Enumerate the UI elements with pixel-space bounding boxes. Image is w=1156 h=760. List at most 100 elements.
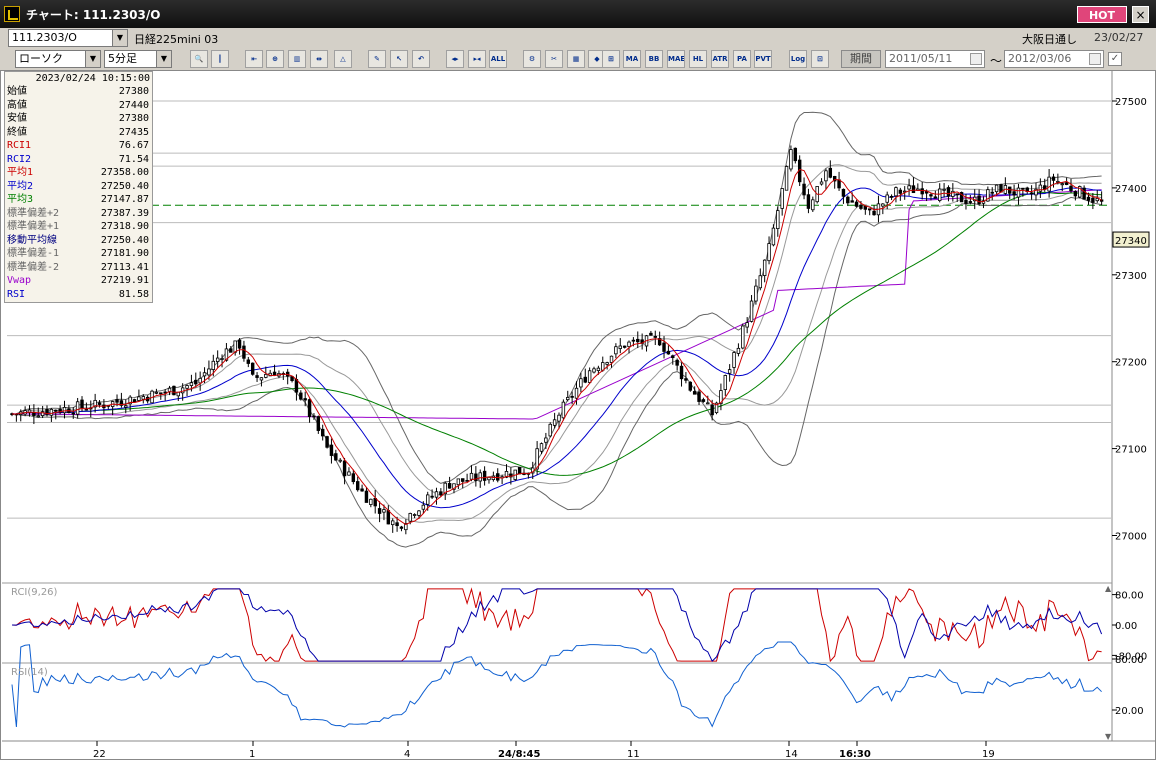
candle-body[interactable] — [951, 190, 955, 197]
bar-graph-button[interactable]: ▥ — [288, 50, 306, 68]
candle-body[interactable] — [706, 402, 710, 405]
candle-body[interactable] — [294, 379, 299, 393]
candle-body[interactable] — [933, 196, 938, 199]
export-button[interactable]: ⊡ — [811, 50, 829, 68]
candle-body[interactable] — [443, 482, 447, 495]
candle-body[interactable] — [40, 411, 45, 416]
candle-body[interactable] — [62, 406, 67, 414]
candle-body[interactable] — [894, 187, 898, 197]
ma-button[interactable]: MA — [623, 50, 641, 68]
scroll-down-icon[interactable]: ▼ — [1105, 732, 1112, 741]
candle-body[interactable] — [692, 391, 697, 395]
candle-body[interactable] — [1021, 187, 1025, 190]
scroll-left-button[interactable]: ⇤ — [245, 50, 263, 68]
candle-body[interactable] — [307, 399, 312, 417]
candle-body[interactable] — [837, 179, 841, 189]
candle-body[interactable] — [80, 399, 84, 409]
log-button[interactable]: Log — [789, 50, 807, 68]
candle-body[interactable] — [246, 359, 251, 364]
candle-body[interactable] — [163, 391, 167, 394]
candle-body[interactable] — [618, 345, 622, 349]
candle-body[interactable] — [657, 338, 662, 346]
candle-body[interactable] — [767, 243, 771, 262]
candle-body[interactable] — [342, 460, 347, 477]
candle-body[interactable] — [456, 478, 461, 486]
candle-body[interactable] — [776, 210, 780, 229]
undo-button[interactable]: ↶ — [412, 50, 430, 68]
pvt-button[interactable]: PVT — [754, 50, 772, 68]
candle-body[interactable] — [762, 259, 767, 276]
candle-body[interactable] — [552, 419, 557, 426]
candle-body[interactable] — [986, 189, 990, 202]
palette-button[interactable]: ▦ — [567, 50, 585, 68]
candle-body[interactable] — [233, 340, 237, 353]
candle-body[interactable] — [461, 478, 465, 482]
candle-body[interactable] — [920, 188, 924, 195]
candle-body[interactable] — [994, 184, 999, 193]
candle-body[interactable] — [1064, 182, 1069, 185]
candle-body[interactable] — [347, 471, 351, 476]
candle-body[interactable] — [390, 520, 395, 526]
candle-body[interactable] — [574, 387, 579, 399]
candle-body[interactable] — [1051, 176, 1056, 181]
candle-body[interactable] — [771, 227, 776, 246]
candle-body[interactable] — [329, 444, 334, 456]
candle-body[interactable] — [811, 199, 815, 211]
candle-body[interactable] — [789, 149, 793, 170]
candle-body[interactable] — [185, 385, 189, 389]
candle-body[interactable] — [631, 339, 636, 342]
candle-body[interactable] — [802, 183, 806, 196]
candle-body[interactable] — [671, 355, 675, 359]
candle-body[interactable] — [71, 412, 75, 415]
candle-body[interactable] — [592, 368, 596, 373]
candle-body[interactable] — [688, 381, 692, 391]
candle-body[interactable] — [303, 398, 307, 401]
candle-body[interactable] — [539, 443, 544, 452]
candle-body[interactable] — [854, 201, 859, 207]
pa-button[interactable]: PA — [733, 50, 751, 68]
candle-body[interactable] — [881, 203, 885, 207]
candle-body[interactable] — [159, 392, 163, 395]
zoom-in-button[interactable]: ⊕ — [266, 50, 284, 68]
candle-body[interactable] — [496, 473, 500, 481]
candle-body[interactable] — [255, 375, 259, 378]
candle-body[interactable] — [469, 472, 474, 480]
candle-body[interactable] — [224, 348, 229, 361]
candle-body[interactable] — [622, 345, 627, 348]
candle-body[interactable] — [377, 508, 382, 514]
candle-body[interactable] — [426, 494, 430, 505]
candle-body[interactable] — [264, 373, 268, 378]
pen-button[interactable]: ✎ — [368, 50, 386, 68]
candle-body[interactable] — [548, 423, 552, 437]
candle-body[interactable] — [579, 378, 583, 388]
candle-body[interactable] — [649, 332, 653, 336]
candle-body[interactable] — [636, 338, 640, 343]
candle-body[interactable] — [189, 382, 194, 386]
candle-body[interactable] — [741, 325, 745, 349]
candle-body[interactable] — [596, 367, 601, 371]
candle-body[interactable] — [250, 362, 255, 375]
candle-body[interactable] — [517, 467, 522, 475]
candle-body[interactable] — [176, 391, 181, 397]
candle-body[interactable] — [124, 405, 128, 408]
calendar-icon[interactable] — [1089, 53, 1101, 65]
atr-button[interactable]: ATR — [711, 50, 729, 68]
candle-body[interactable] — [605, 362, 609, 365]
candle-body[interactable] — [128, 396, 132, 405]
candle-body[interactable] — [447, 483, 452, 489]
weight-button[interactable]: △ — [334, 50, 352, 68]
candle-body[interactable] — [115, 399, 119, 403]
candle-body[interactable] — [1091, 197, 1095, 203]
settings-button[interactable]: ⚙ — [523, 50, 541, 68]
candle-body[interactable] — [719, 390, 723, 404]
candle-body[interactable] — [194, 379, 198, 385]
candle-body[interactable] — [614, 346, 618, 355]
candle-body[interactable] — [355, 481, 360, 491]
candle-body[interactable] — [465, 479, 469, 482]
candle-body[interactable] — [360, 488, 364, 492]
candle-body[interactable] — [846, 196, 850, 204]
candle-body[interactable] — [487, 477, 491, 481]
candle-body[interactable] — [49, 408, 54, 416]
candle-body[interactable] — [474, 473, 478, 481]
candle-body[interactable] — [570, 395, 574, 398]
